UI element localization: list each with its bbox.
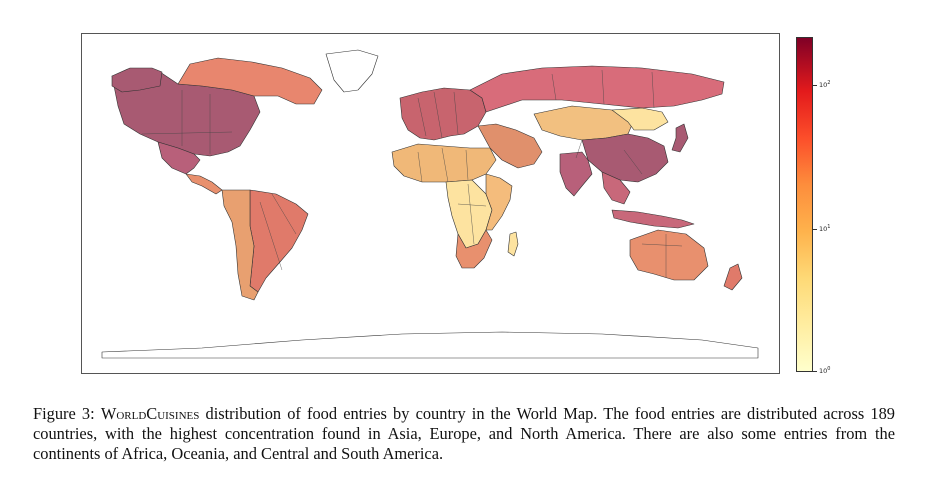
figure-label: Figure 3: (33, 404, 95, 423)
region-central-america (185, 173, 223, 195)
region-new-zealand (723, 263, 743, 291)
country-border-line (259, 201, 283, 271)
country-border-line (417, 151, 423, 183)
colorbar-label-1: 100 (819, 366, 831, 376)
colorbar (796, 37, 813, 372)
dataset-name: WorldCuisines (100, 404, 200, 423)
country-border-line (651, 71, 655, 109)
country-border-line (601, 69, 605, 105)
caption-text: distribution of food entries by country … (33, 404, 895, 463)
country-border-line (551, 73, 557, 101)
region-mexico (157, 141, 201, 175)
colorbar-label-100: 102 (819, 80, 831, 90)
country-border-line (467, 183, 475, 245)
world-map-frame (81, 33, 780, 374)
world-choropleth-map (101, 49, 759, 359)
region-indonesia (611, 209, 695, 229)
country-border-line (465, 149, 469, 181)
region-japan (671, 123, 689, 153)
colorbar-tick (813, 85, 817, 86)
country-border-line (641, 243, 683, 247)
region-india (559, 151, 593, 197)
region-middle-east (477, 123, 543, 169)
region-southeast-asia (601, 171, 631, 205)
region-russia (469, 65, 725, 113)
colorbar-tick (813, 229, 817, 230)
colorbar-label-10: 101 (819, 224, 831, 234)
country-border-line (417, 97, 427, 137)
region-europe (399, 87, 487, 141)
country-border-line (433, 91, 443, 139)
region-north-africa (391, 143, 497, 183)
region-antarctica (101, 331, 759, 359)
region-southern-africa (455, 229, 493, 269)
region-east-africa (485, 173, 513, 231)
country-border-line (271, 193, 297, 235)
region-madagascar (507, 231, 519, 257)
country-border-line (623, 149, 643, 175)
region-alaska (111, 67, 163, 93)
country-border-line (441, 147, 449, 183)
country-border-line (453, 91, 459, 135)
region-greenland (325, 49, 379, 93)
country-border-line (141, 131, 233, 135)
region-australia (629, 229, 709, 281)
region-andes (221, 189, 259, 301)
country-border-line (575, 139, 583, 159)
country-border-line (457, 203, 487, 207)
figure-caption: Figure 3: WorldCuisines distribution of … (33, 404, 895, 464)
region-canada-north (177, 57, 323, 105)
colorbar-tick (813, 371, 817, 372)
region-mongolia (611, 107, 669, 131)
region-china (581, 133, 669, 183)
